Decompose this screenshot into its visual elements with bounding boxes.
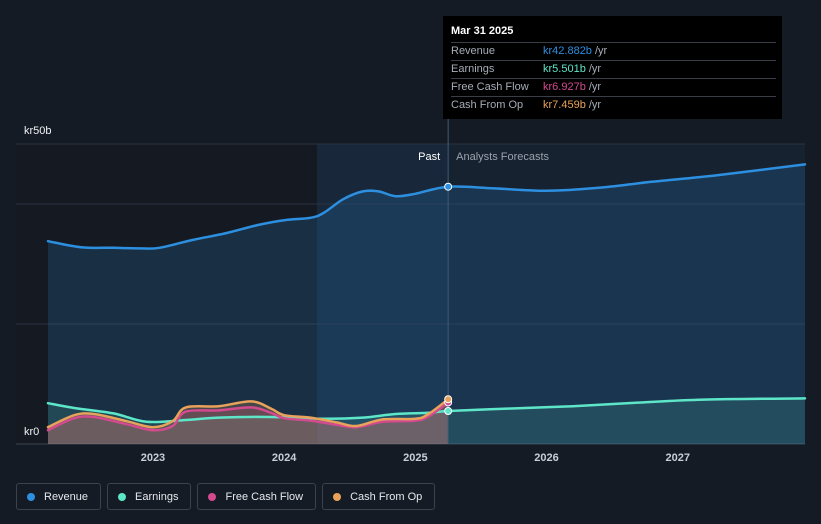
tooltip-unit: /yr xyxy=(588,63,602,75)
free-cash-flow-dot-icon xyxy=(208,492,217,501)
tooltip-value: kr42.882b xyxy=(543,45,592,57)
x-tick-label: 2027 xyxy=(665,452,689,464)
legend-item-free-cash-flow[interactable]: Free Cash Flow xyxy=(197,483,317,510)
tooltip-name: Free Cash Flow xyxy=(451,81,529,93)
series-line-free-cash-flow xyxy=(46,401,450,432)
cash-from-op-dot-icon xyxy=(333,492,342,501)
tooltip-row-earnings: Earnings kr5.501b /yr xyxy=(451,60,776,78)
area-revenue xyxy=(48,164,805,444)
tooltip-name: Earnings xyxy=(451,63,495,75)
legend-label: Cash From Op xyxy=(350,490,423,503)
forecast-label: Analysts Forecasts xyxy=(456,151,549,163)
tooltip-unit: /yr xyxy=(588,99,602,111)
tooltip-value: kr7.459b xyxy=(543,99,586,111)
area-earnings xyxy=(48,398,805,444)
area-free-cash-flow xyxy=(48,402,449,444)
legend-label: Free Cash Flow xyxy=(225,490,304,503)
tooltip-row-revenue: Revenue kr42.882b /yr xyxy=(451,42,776,60)
area-cash-from-op xyxy=(48,399,449,444)
marker-earnings xyxy=(444,406,453,415)
past-highlight-panel xyxy=(316,144,449,444)
tooltip-unit: /yr xyxy=(594,45,608,57)
x-tick-label: 2023 xyxy=(141,452,165,464)
legend-item-revenue[interactable]: Revenue xyxy=(16,483,102,510)
legend-label: Revenue xyxy=(44,490,89,503)
y-axis-label-zero: kr0 xyxy=(24,426,40,438)
series-line-revenue xyxy=(46,163,807,250)
tooltip-date: Mar 31 2025 xyxy=(451,25,514,37)
series-line-cash-from-op xyxy=(46,397,450,429)
data-tooltip: Mar 31 2025 Revenue kr42.882b /yr Earnin… xyxy=(443,16,782,119)
legend-label: Earnings xyxy=(135,490,179,503)
tooltip-unit: /yr xyxy=(588,81,602,93)
marker-revenue xyxy=(444,182,453,191)
past-panel xyxy=(16,144,317,444)
tooltip-value: kr6.927b xyxy=(543,81,586,93)
tooltip-value: kr5.501b xyxy=(543,63,586,75)
x-tick-label: 2026 xyxy=(534,452,558,464)
chart-legend: Revenue Earnings Free Cash Flow Cash Fro… xyxy=(16,483,436,510)
revenue-dot-icon xyxy=(27,492,35,501)
forecast-panel xyxy=(448,144,805,444)
legend-item-earnings[interactable]: Earnings xyxy=(107,483,192,510)
x-tick-label: 2025 xyxy=(403,452,427,464)
marker-cash-from-op xyxy=(444,395,453,404)
tooltip-row-free-cash-flow: Free Cash Flow kr6.927b /yr xyxy=(451,78,776,96)
earnings-dot-icon xyxy=(118,492,127,501)
y-axis-label-max: kr50b xyxy=(24,125,52,137)
tooltip-row-cash-from-op: Cash From Op kr7.459b /yr xyxy=(451,96,776,114)
series-line-earnings xyxy=(46,397,807,424)
legend-item-cash-from-op[interactable]: Cash From Op xyxy=(322,483,436,510)
tooltip-name: Revenue xyxy=(451,45,496,57)
past-label: Past xyxy=(418,151,440,163)
tooltip-name: Cash From Op xyxy=(451,99,524,111)
x-tick-label: 2024 xyxy=(272,452,297,464)
